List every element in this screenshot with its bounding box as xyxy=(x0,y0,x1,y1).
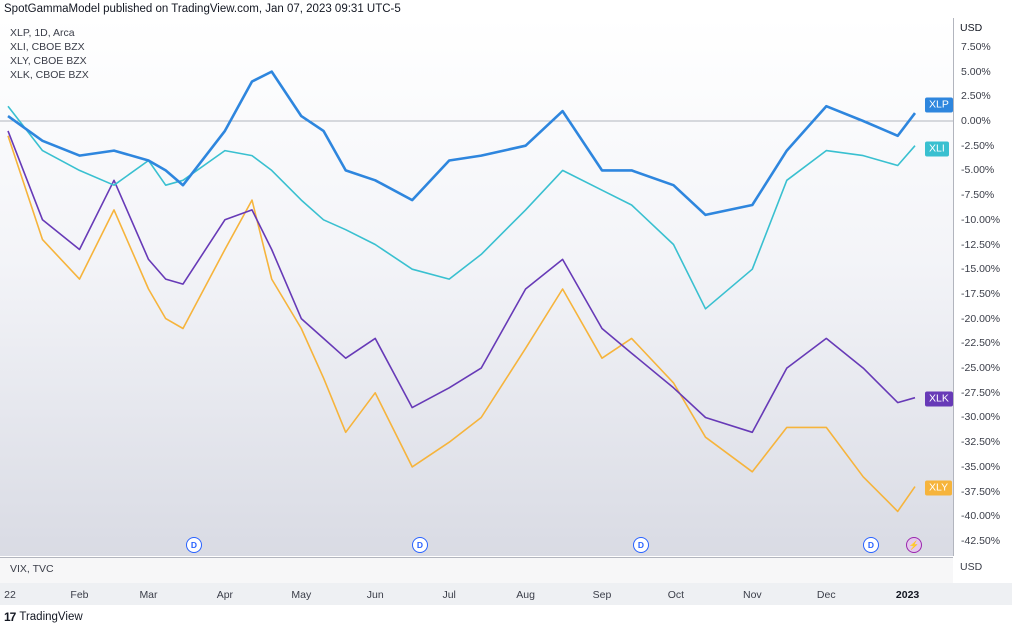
y-tick-label: -22.50% xyxy=(961,337,1001,350)
dividend-marker[interactable]: D xyxy=(863,537,879,553)
y-tick-label: -10.00% xyxy=(961,213,1001,226)
x-tick-label: Jul xyxy=(442,589,456,601)
x-tick-label: Oct xyxy=(667,589,685,601)
y-tick-label: 0.00% xyxy=(961,115,991,127)
y-tick-label: -20.00% xyxy=(961,312,1001,325)
y-tick-label: -37.50% xyxy=(961,485,1001,498)
y-tick-label: -30.00% xyxy=(961,411,1001,424)
y-tick-label: -25.00% xyxy=(961,362,1001,375)
series-line-xly[interactable] xyxy=(7,135,916,513)
dividend-marker[interactable]: D xyxy=(186,537,202,553)
price-tag-xli: XLI xyxy=(925,141,949,157)
x-tick-label: Mar xyxy=(139,589,158,601)
y-tick-label: -40.00% xyxy=(961,510,1001,523)
y-tick-label: 2.50% xyxy=(961,90,991,103)
vix-pane[interactable] xyxy=(0,557,953,584)
x-tick-label: 22 xyxy=(4,589,16,601)
x-tick-label: Feb xyxy=(70,589,89,601)
tradingview-logo-icon: 17 xyxy=(4,610,16,624)
footer-brand: TradingView xyxy=(19,611,83,623)
x-tick-label: Aug xyxy=(516,589,535,601)
y-tick-label: -2.50% xyxy=(961,139,995,152)
dividend-marker[interactable]: D xyxy=(412,537,428,553)
x-tick-label: May xyxy=(291,589,312,601)
vix-axis-unit: USD xyxy=(960,561,983,573)
split-marker-icon[interactable]: ⚡ xyxy=(906,537,922,553)
y-tick-label: -17.50% xyxy=(961,287,1001,300)
y-tick-label: -5.00% xyxy=(961,164,995,177)
chart-plot-area[interactable] xyxy=(0,18,954,556)
y-tick-label: -15.00% xyxy=(961,263,1001,276)
y-tick-label: 5.00% xyxy=(961,65,991,78)
x-tick-label: 2023 xyxy=(895,589,920,601)
x-tick-label: Jun xyxy=(366,589,384,601)
price-tag-xlk: XLK xyxy=(925,391,953,407)
publish-header: SpotGammaModel published on TradingView.… xyxy=(4,3,401,15)
dividend-marker[interactable]: D xyxy=(633,537,649,553)
series-line-xlk[interactable] xyxy=(7,130,916,434)
y-tick-label: -12.50% xyxy=(961,238,1001,251)
vix-pane-label: VIX, TVC xyxy=(10,563,54,575)
time-axis[interactable] xyxy=(0,583,1012,605)
series-line-xlp[interactable] xyxy=(7,70,917,217)
x-tick-label: Nov xyxy=(742,589,762,601)
symbol-legend: XLP, 1D, Arca XLI, CBOE BZX XLY, CBOE BZ… xyxy=(10,26,89,82)
legend-entry-xlp[interactable]: XLP, 1D, Arca xyxy=(10,27,75,39)
x-tick-label: Dec xyxy=(816,589,836,601)
y-tick-label: -7.50% xyxy=(961,189,995,202)
legend-entry-xly[interactable]: XLY, CBOE BZX xyxy=(10,55,87,67)
series-line-xli[interactable] xyxy=(7,105,916,310)
price-tag-xly: XLY xyxy=(925,480,953,496)
y-tick-label: -35.00% xyxy=(961,460,1001,473)
y-tick-label: -27.50% xyxy=(961,386,1001,399)
x-tick-label: Sep xyxy=(592,589,612,601)
y-tick-label: -42.50% xyxy=(961,535,1001,547)
tradingview-footer: 17 TradingView xyxy=(4,610,83,624)
price-axis-unit[interactable]: USD xyxy=(960,22,983,34)
y-tick-label: -32.50% xyxy=(961,436,1001,449)
price-tag-xlp: XLP xyxy=(925,97,953,113)
y-tick-label: 7.50% xyxy=(961,40,991,53)
x-tick-label: Apr xyxy=(216,589,234,601)
legend-entry-xli[interactable]: XLI, CBOE BZX xyxy=(10,41,85,53)
legend-entry-xlk[interactable]: XLK, CBOE BZX xyxy=(10,69,89,81)
